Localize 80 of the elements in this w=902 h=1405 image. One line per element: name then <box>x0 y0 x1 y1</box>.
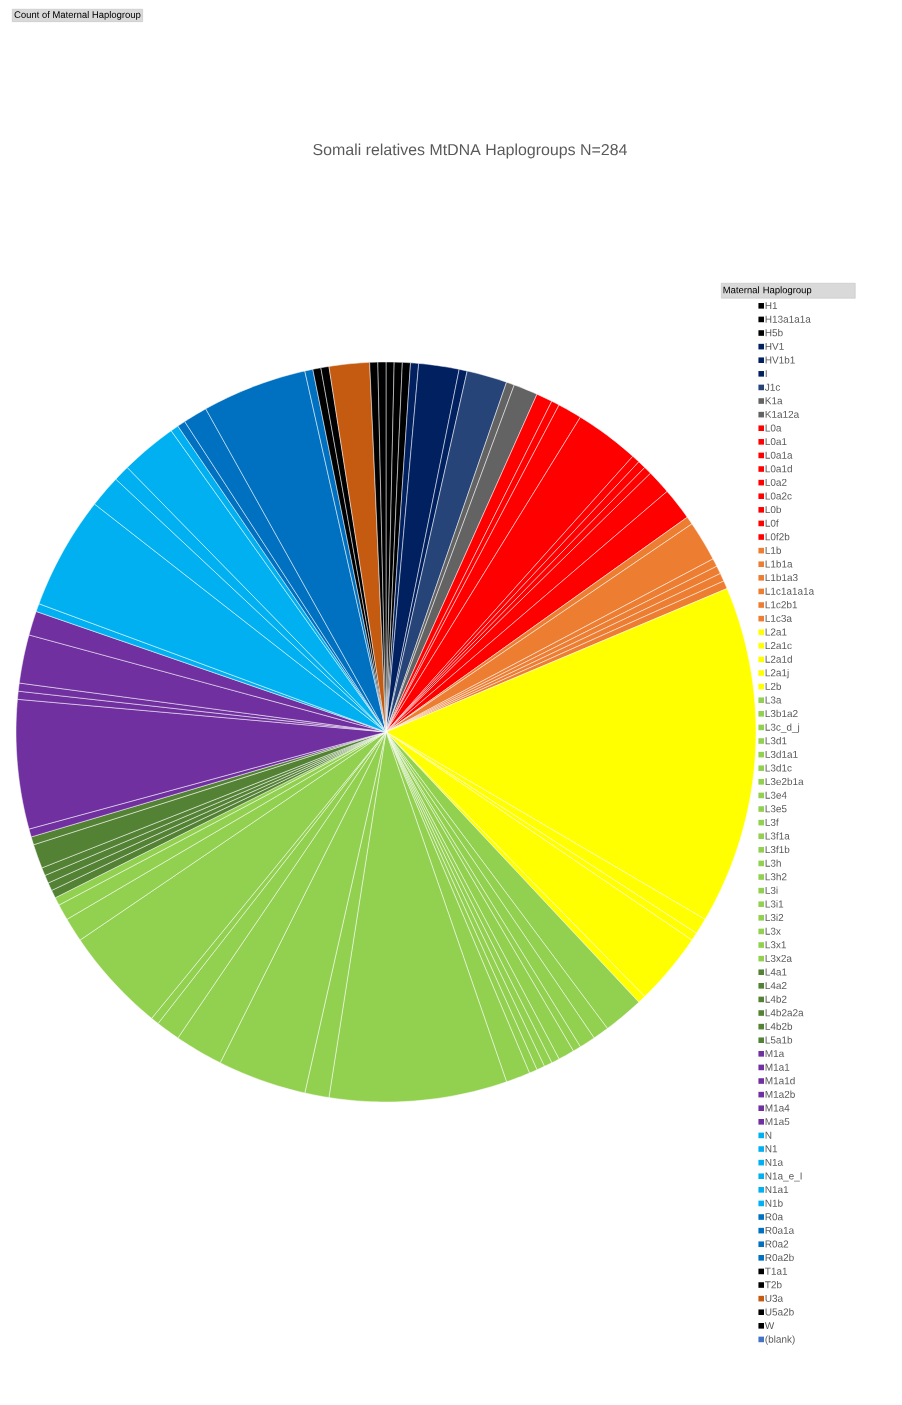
legend-label: L1b1a <box>765 560 793 568</box>
legend-title: Maternal Haplogroup <box>723 286 812 296</box>
legend-label: M1a2b <box>765 1090 795 1098</box>
legend-label: L3i <box>765 886 778 894</box>
legend-label: L2a1 <box>765 628 787 636</box>
legend-label: L1b1a3 <box>765 573 798 582</box>
legend-label: HV1b1 <box>765 356 795 364</box>
legend-label: N1b <box>765 1199 783 1207</box>
legend-label: (blank) <box>765 1335 795 1345</box>
legend-label: L3a <box>765 696 782 704</box>
legend-label: H5b <box>765 329 783 337</box>
legend-label: L0a1 <box>765 438 787 446</box>
legend-label: L3f <box>765 818 779 826</box>
chart-title: Somali relatives MtDNA Haplogroups N=284 <box>313 143 627 159</box>
legend-label: L2b <box>765 682 782 690</box>
legend-label: K1a <box>765 397 783 405</box>
text: Count of Maternal Haplogroup <box>14 11 141 20</box>
legend-label: H13a1a1a <box>765 315 811 323</box>
legend-label: L0a2 <box>765 478 787 486</box>
legend-label: M1a5 <box>765 1118 790 1126</box>
legend-label: L4a1 <box>765 968 787 976</box>
legend-label: L4b2 <box>765 995 787 1003</box>
legend-label: L3x2a <box>765 954 792 962</box>
legend-label: L3d1a1 <box>765 750 798 758</box>
legend-label: L1c3a <box>765 614 792 622</box>
legend-label: L2a1c <box>765 642 792 650</box>
legend-label: R0a <box>765 1213 784 1221</box>
legend-label: M1a1d <box>765 1077 795 1085</box>
legend-label: L3e4 <box>765 791 787 799</box>
legend-label: L3e2b1a <box>765 777 804 786</box>
legend-label: N1a <box>765 1158 784 1166</box>
legend-label: T2b <box>765 1281 782 1289</box>
legend-label: L0f <box>765 519 779 527</box>
legend-label: M1a1 <box>765 1063 790 1071</box>
legend-label: W <box>764 1322 775 1330</box>
legend-label: L3c_d_j <box>765 723 800 733</box>
legend-label: N <box>765 1131 772 1139</box>
legend-label: L1c2b1 <box>765 601 798 609</box>
legend-label: HV1 <box>765 342 784 350</box>
legend-label: N1a1 <box>765 1186 789 1194</box>
legend-label: L0a1d <box>765 465 792 473</box>
legend-label: M1a4 <box>765 1104 790 1112</box>
legend-label: N1a_e_I <box>765 1172 802 1182</box>
legend-label: L3i2 <box>765 913 784 922</box>
legend-label: L4b2a2a <box>765 1009 804 1017</box>
legend-label: L2a1j <box>765 669 789 679</box>
legend-label: R0a2 <box>765 1240 789 1248</box>
legend-label: H1 <box>765 302 778 310</box>
legend-label: L3i1 <box>765 900 784 908</box>
legend-label: I <box>765 370 767 378</box>
legend-label: L3f1a <box>765 832 790 840</box>
legend-label: R0a2b <box>765 1253 794 1262</box>
legend-label: T1a1 <box>765 1267 788 1275</box>
legend-label: L0f2b <box>765 533 790 541</box>
legend-label: U3a <box>765 1294 784 1302</box>
legend-label: L3e5 <box>765 805 787 813</box>
legend-label: L1c1a1a1a <box>765 587 815 595</box>
legend-label: L3h2 <box>765 873 787 881</box>
legend-label: L3x1 <box>765 941 786 949</box>
legend-label: J1c <box>764 383 781 391</box>
legend-label: L0a1a <box>765 451 793 459</box>
legend-label: L0a2c <box>765 492 792 500</box>
legend-label: L1b <box>765 546 782 554</box>
legend-label: L3f1b <box>765 845 790 854</box>
legend-label: L4a2 <box>765 982 787 990</box>
legend-label: L3d1c <box>765 764 792 772</box>
legend-label: L3b1a2 <box>765 709 798 718</box>
legend-label: L3x <box>765 927 781 935</box>
legend-label: L3h <box>765 859 781 867</box>
legend-label: L3d1 <box>765 737 787 745</box>
legend-label: R0a1a <box>765 1226 795 1234</box>
legend-label: L2a1d <box>765 655 792 663</box>
legend-label: L0a <box>765 424 782 432</box>
legend-label: U5a2b <box>765 1308 794 1316</box>
legend-label: M1a <box>765 1050 785 1058</box>
legend-label: L4b2b <box>765 1022 793 1030</box>
legend-label: N1 <box>765 1145 778 1153</box>
legend-label: K1a12a <box>765 410 800 418</box>
legend-label: L5a1b <box>765 1036 793 1044</box>
legend-label: L0b <box>765 505 782 514</box>
